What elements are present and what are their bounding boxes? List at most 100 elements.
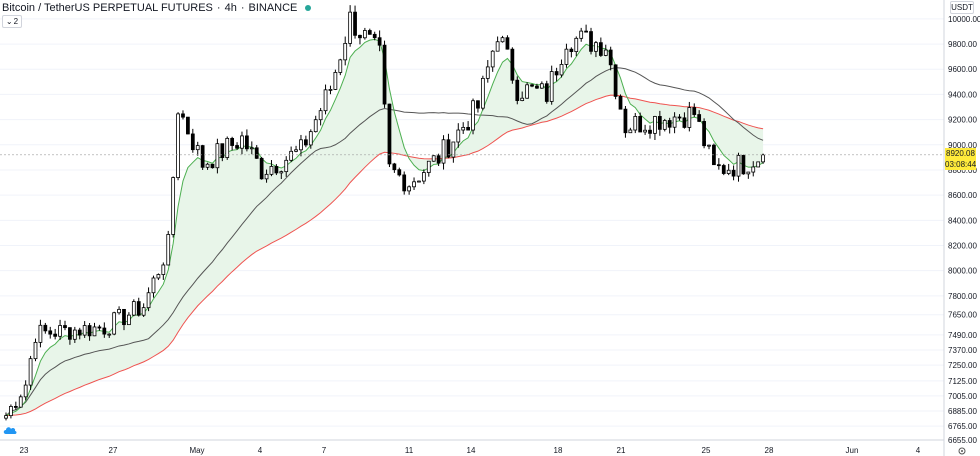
candle-body (687, 107, 692, 128)
candle-body (299, 139, 303, 151)
candle-body (756, 161, 761, 168)
candle-body (9, 406, 13, 417)
candle-body (43, 324, 48, 332)
candle-body (721, 165, 726, 174)
candle-body (13, 406, 18, 408)
candle-body (746, 171, 751, 175)
y-tick-label: 6885.00 (948, 407, 977, 416)
y-tick-label: 9000.00 (948, 141, 977, 150)
indicators-collapse-button[interactable]: ⌄ 2 (2, 15, 22, 28)
candle-body (92, 326, 97, 337)
candle-body (530, 84, 534, 87)
candle-body (328, 89, 333, 91)
candle-body (594, 42, 598, 52)
candle-body (510, 48, 515, 81)
candle-body (441, 139, 446, 164)
x-tick-label: 23 (20, 446, 29, 455)
y-tick-label: 7490.00 (948, 331, 977, 340)
x-tick-label: 25 (702, 446, 711, 455)
candle-body (195, 145, 200, 151)
x-tick-label: 18 (554, 446, 563, 455)
candle-body (156, 274, 161, 279)
x-tick-label: May (189, 446, 204, 455)
candle-body (436, 155, 441, 164)
y-tick-label: 10000.00 (948, 15, 980, 24)
candle-body (559, 64, 564, 76)
candle-body (598, 42, 603, 56)
candle-body (579, 30, 584, 39)
candle-body (608, 49, 613, 66)
x-tick-label: 4 (258, 446, 263, 455)
y-tick-label: 6765.00 (948, 422, 977, 431)
candle-body (220, 143, 225, 158)
candle-body (751, 166, 756, 173)
candle-body (387, 103, 392, 165)
gear-icon[interactable] (957, 446, 967, 456)
separator: · (240, 2, 245, 14)
candle-body (264, 173, 269, 180)
candle-body (480, 77, 485, 109)
candle-body (431, 155, 436, 162)
candle-body (471, 100, 475, 131)
candle-body (485, 66, 490, 79)
y-tick-label: 9200.00 (948, 116, 977, 125)
candle-body (254, 147, 259, 159)
symbol-title[interactable]: Bitcoin / TetherUS PERPETUAL FUTURES (2, 2, 213, 14)
cloud-band (6, 39, 764, 416)
y-tick-label: 6655.00 (948, 436, 977, 445)
candle-body (53, 333, 58, 337)
candle-body (363, 30, 367, 39)
chart-header: Bitcoin / TetherUS PERPETUAL FUTURES · 4… (2, 2, 312, 14)
y-tick-label: 9800.00 (948, 40, 977, 49)
candle-body (372, 33, 377, 39)
candle-body (343, 42, 348, 61)
candle-body (451, 141, 456, 158)
y-tick-label: 8400.00 (948, 216, 977, 225)
candle-body (569, 48, 574, 53)
candle-body (741, 154, 746, 175)
x-tick-label: 4 (916, 446, 921, 455)
x-tick-label: Jun (846, 446, 859, 455)
candle-body (205, 163, 210, 168)
candle-body (58, 325, 62, 337)
candle-body (33, 341, 38, 360)
candle-body (215, 143, 220, 169)
y-tick-label: 7650.00 (948, 311, 977, 320)
candle-body (127, 314, 131, 326)
candle-body (97, 326, 102, 329)
x-tick-label: 27 (109, 446, 118, 455)
currency-unit-button[interactable]: USDT (950, 1, 974, 14)
candle-body (77, 329, 82, 336)
candle-body (525, 84, 529, 99)
indicator-count: 2 (13, 17, 19, 26)
candle-body (638, 116, 643, 133)
candle-body (397, 169, 402, 176)
candle-body (495, 41, 500, 52)
candle-body (549, 71, 554, 102)
candle-body (407, 186, 411, 192)
y-tick-label: 7250.00 (948, 361, 977, 370)
candle-body (308, 131, 313, 146)
candle-body (181, 113, 185, 118)
candle-body (707, 144, 711, 147)
y-tick-label: 8800.00 (948, 166, 977, 175)
candle-body (653, 116, 657, 134)
candle-body (584, 30, 588, 33)
cloud-logo-icon[interactable] (3, 425, 17, 435)
candle-body (249, 147, 254, 150)
candle-body (539, 83, 544, 89)
candle-body (176, 113, 180, 178)
candle-body (520, 97, 525, 101)
interval-label[interactable]: 4h (224, 2, 237, 14)
candle-body (107, 333, 112, 336)
candle-body (613, 64, 618, 97)
candle-body (161, 264, 166, 275)
candle-body (633, 116, 638, 131)
candle-body (761, 154, 765, 163)
candle-body (38, 324, 43, 343)
candle-body (4, 415, 8, 419)
candle-body (672, 116, 677, 128)
candle-body (662, 120, 667, 130)
